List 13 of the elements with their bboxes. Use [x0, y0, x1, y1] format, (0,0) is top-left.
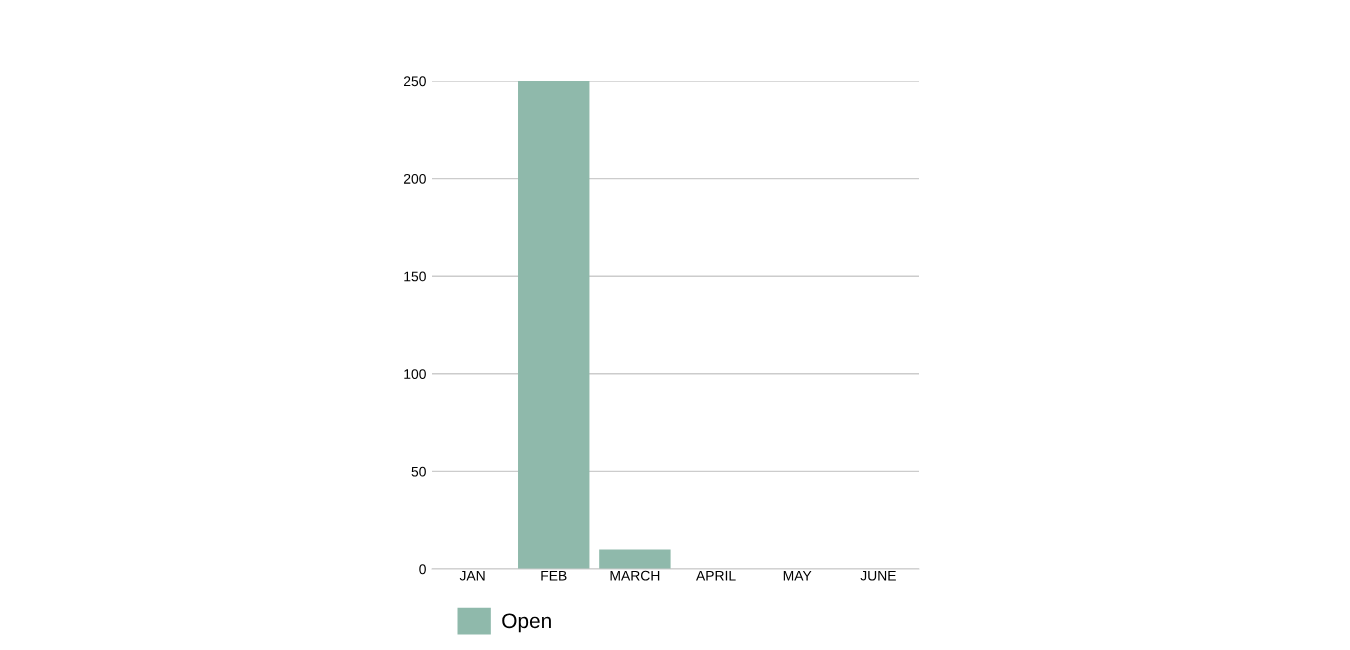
legend-label: Open [502, 613, 551, 633]
x-tick-label: MARCH [610, 570, 660, 581]
x-tick-label: FEB [541, 570, 567, 581]
x-tick-label: JAN [459, 570, 485, 581]
y-tick-label: 100 [404, 369, 426, 379]
y-tick-label: 0 [419, 564, 426, 575]
y-tick-label: 150 [404, 271, 426, 282]
x-tick-label: JUNE [860, 570, 896, 581]
y-tick-label: 50 [411, 466, 426, 477]
x-tick-label: APRIL [696, 570, 736, 581]
x-tick-label: MAY [783, 570, 812, 581]
y-tick-label: 250 [403, 76, 426, 87]
y-tick-label: 200 [403, 173, 426, 184]
